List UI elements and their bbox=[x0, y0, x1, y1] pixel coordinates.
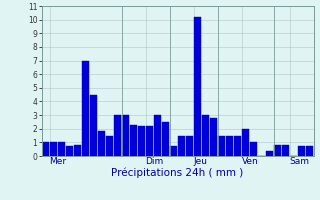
Bar bbox=[42, 142, 49, 156]
Bar bbox=[282, 145, 289, 156]
Bar bbox=[162, 122, 169, 156]
Bar bbox=[186, 136, 193, 156]
Bar bbox=[130, 125, 137, 156]
Bar bbox=[58, 142, 65, 156]
Bar bbox=[138, 126, 145, 156]
Bar bbox=[202, 115, 209, 156]
Bar bbox=[90, 95, 97, 156]
Bar bbox=[210, 118, 217, 156]
Bar bbox=[106, 136, 113, 156]
Bar bbox=[50, 142, 57, 156]
Bar bbox=[146, 126, 153, 156]
Bar bbox=[74, 145, 81, 156]
Bar bbox=[66, 146, 73, 156]
Bar bbox=[114, 115, 121, 156]
Bar bbox=[194, 17, 201, 156]
Bar bbox=[122, 115, 129, 156]
Bar bbox=[250, 142, 257, 156]
Bar bbox=[306, 146, 313, 156]
Bar bbox=[298, 146, 305, 156]
Bar bbox=[234, 136, 241, 156]
Bar bbox=[178, 136, 185, 156]
Bar bbox=[154, 115, 161, 156]
Bar bbox=[266, 151, 273, 156]
Bar bbox=[218, 136, 225, 156]
Bar bbox=[242, 129, 249, 156]
Bar bbox=[82, 61, 89, 156]
Bar bbox=[170, 146, 177, 156]
X-axis label: Précipitations 24h ( mm ): Précipitations 24h ( mm ) bbox=[111, 168, 244, 178]
Bar bbox=[274, 145, 281, 156]
Bar bbox=[226, 136, 233, 156]
Bar bbox=[98, 131, 105, 156]
